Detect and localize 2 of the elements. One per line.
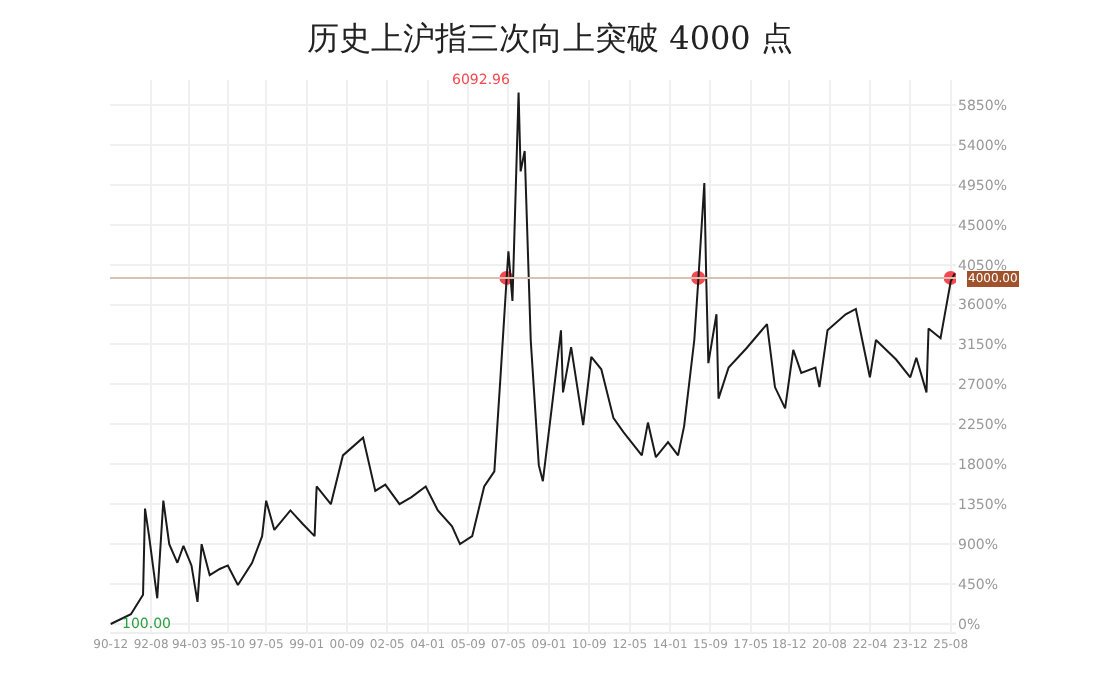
chart-title: 历史上沪指三次向上突破 4000 点 [307,19,793,58]
line-series [110,91,956,626]
